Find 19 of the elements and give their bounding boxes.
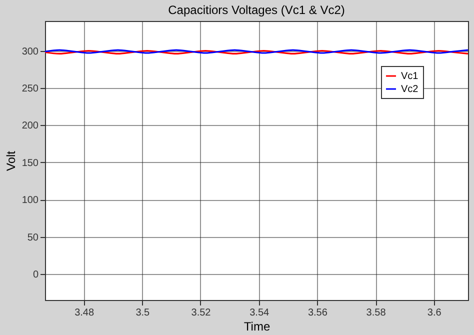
x-tick-label: 3.52 [191,308,212,318]
y-axis-title: Volt [4,150,18,172]
x-axis-title: Time [244,320,270,334]
x-tick-label: 3.58 [366,308,386,318]
chart-title: Capacitiors Voltages (Vc1 & Vc2) [168,3,345,17]
x-tick-label: 3.56 [308,308,328,318]
legend-label: Vc2 [401,84,419,95]
y-tick-label: 50 [27,232,39,244]
y-tick-label: 300 [22,46,39,58]
y-tick-label: 0 [32,269,39,280]
x-tick-label: 3.6 [427,308,442,318]
x-tick-label: 3.54 [250,308,270,318]
y-tick-label: 250 [22,83,39,94]
x-tick-label: 3.48 [74,308,94,318]
y-tick-label: 200 [22,120,39,132]
y-tick-label: 150 [22,158,39,169]
y-tick-label: 100 [22,195,39,206]
x-tick-label: 3.5 [136,308,150,318]
legend-label: Vc1 [401,71,419,82]
